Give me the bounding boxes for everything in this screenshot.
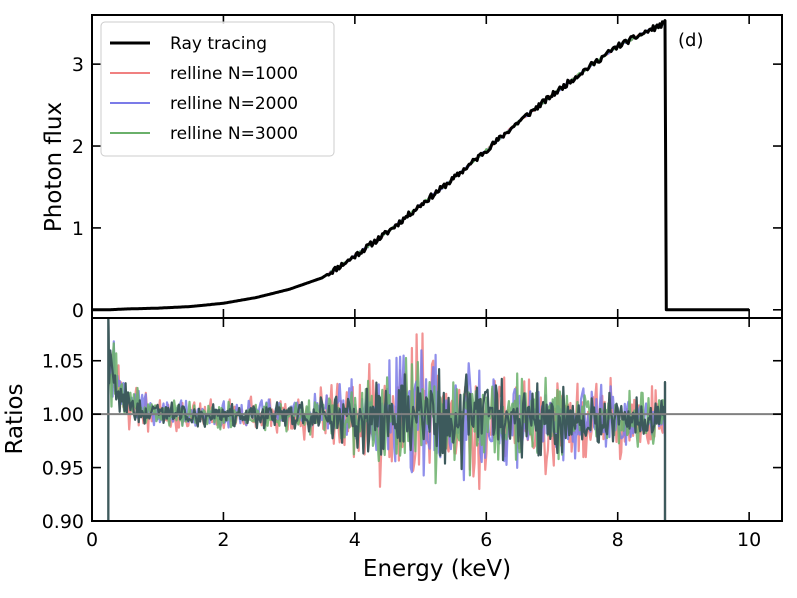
ratios-y-ticks: 0.90 0.95 1.00 1.05: [42, 351, 782, 533]
photon-flux-panel: 0 1 2 3 Photon flux (d) Ray tracing relline …: [41, 14, 783, 322]
x-tick-label: 10: [737, 529, 761, 551]
x-tick-label: 6: [480, 529, 492, 551]
panel-annotation: (d): [678, 30, 703, 51]
energy-x-ticks: 0 2 4 6 8 10: [86, 318, 761, 551]
ratios-y-tick-label: 0.90: [42, 511, 84, 533]
ratios-axes-frame: [91, 317, 783, 522]
photon-flux-y-tick-label: 1: [72, 218, 84, 240]
legend-label-relline-n-3000: relline N=3000: [170, 124, 298, 144]
legend-entries: Ray tracing relline N=1000 relline N=2000 r…: [110, 34, 298, 144]
photon-flux-y-tick-label: 3: [72, 54, 84, 76]
x-tick-label: 4: [349, 529, 361, 551]
x-tick-label: 0: [86, 529, 98, 551]
series-ray-tracing: [92, 19, 750, 312]
x-tick-label: 8: [612, 529, 624, 551]
ratios-y-tick-label: 1.00: [42, 404, 84, 426]
photon-flux-y-tick-label: 2: [72, 136, 84, 158]
energy-x-axis-label: Energy (keV): [363, 556, 511, 582]
legend-label-relline-n-1000: relline N=1000: [170, 64, 298, 84]
legend: Ray tracing relline N=1000 relline N=2000 r…: [100, 21, 335, 157]
x-tick-label: 2: [217, 529, 229, 551]
ratios-y-axis-label: Ratios: [2, 383, 28, 454]
photon-flux-y-tick-label: 0: [72, 300, 84, 322]
ratio-series-ray-tracing: [107, 318, 667, 521]
ratios-panel: 0.90 0.95 1.00 1.05 0 2 4 6 8 10 Ratios Energy (…: [2, 317, 783, 582]
ratios-y-tick-label: 1.05: [42, 351, 84, 373]
legend-label-ray-tracing: Ray tracing: [170, 34, 267, 54]
ratios-y-tick-label: 0.95: [42, 458, 84, 480]
photon-flux-series-group: [92, 19, 750, 312]
legend-box: [100, 21, 335, 157]
legend-label-relline-n-2000: relline N=2000: [170, 94, 298, 114]
photon-flux-y-axis-label: Photon flux: [41, 102, 67, 232]
